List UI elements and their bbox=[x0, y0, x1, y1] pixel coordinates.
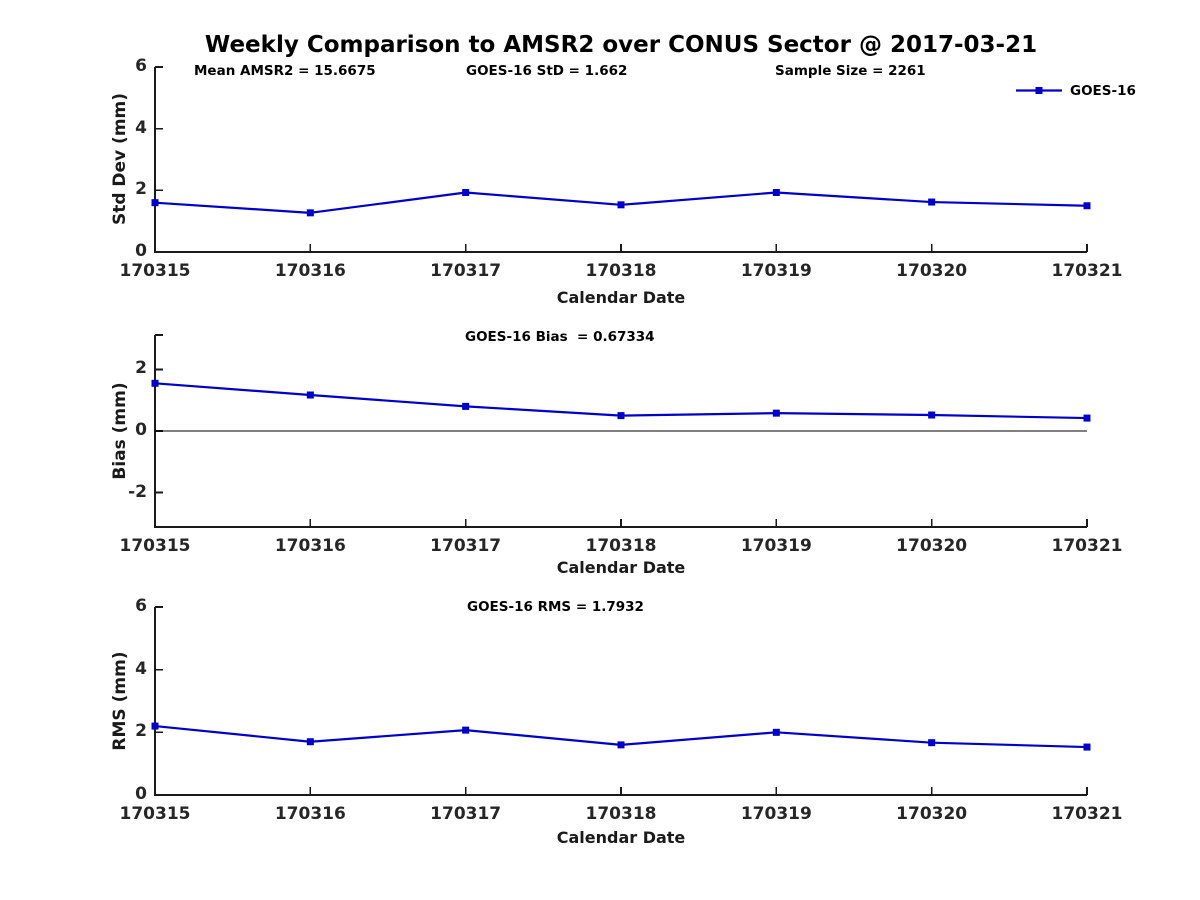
legend: GOES-16 bbox=[1016, 82, 1166, 100]
x-axis-label-calendar-date-2: Calendar Date bbox=[556, 828, 686, 847]
y-axis-label-std-dev: Std Dev (mm) bbox=[110, 92, 130, 226]
annotation-mean-amsr2: Mean AMSR2 = 15.6675 bbox=[194, 63, 376, 79]
x-tick-label: 170319 bbox=[740, 261, 812, 281]
y-tick-label: 4 bbox=[135, 658, 147, 679]
data-point-marker bbox=[772, 188, 780, 196]
rms-plot bbox=[151, 606, 1091, 796]
y-axis-label-rms: RMS (mm) bbox=[110, 651, 130, 751]
data-point-marker bbox=[772, 409, 780, 417]
x-tick-label: 170318 bbox=[585, 804, 657, 824]
annotation-sample-size: Sample Size = 2261 bbox=[775, 63, 926, 79]
bias-plot bbox=[151, 334, 1091, 528]
axis-spines bbox=[154, 67, 1087, 253]
x-axis-label-calendar-date-0: Calendar Date bbox=[556, 288, 686, 307]
y-tick-label: 0 bbox=[135, 784, 147, 804]
x-axis-label-calendar-date-1: Calendar Date bbox=[556, 558, 686, 577]
legend-label: GOES-16 bbox=[1070, 83, 1136, 99]
x-tick-label: 170315 bbox=[119, 536, 191, 556]
data-point-marker bbox=[1083, 743, 1091, 751]
x-tick-label: 170317 bbox=[430, 261, 502, 281]
x-tick-label: 170318 bbox=[585, 261, 657, 281]
data-point-marker bbox=[306, 738, 314, 746]
x-tick-label: 170321 bbox=[1051, 261, 1123, 281]
legend-line-marker-icon bbox=[1016, 87, 1062, 94]
data-point-marker bbox=[151, 722, 159, 730]
y-tick-label: 2 bbox=[135, 721, 147, 742]
figure-title: Weekly Comparison to AMSR2 over CONUS Se… bbox=[204, 32, 1038, 58]
y-tick-label: 6 bbox=[135, 596, 147, 616]
data-point-marker bbox=[928, 411, 936, 419]
rms-panel-title: GOES-16 RMS = 1.7932 bbox=[467, 599, 644, 615]
data-point-marker bbox=[151, 379, 159, 387]
x-tick-label: 170319 bbox=[740, 804, 812, 824]
data-point-marker bbox=[928, 739, 936, 747]
data-point-marker bbox=[928, 198, 936, 206]
x-tick-label: 170319 bbox=[740, 536, 812, 556]
x-tick-label: 170316 bbox=[274, 804, 346, 824]
x-tick-label: 170316 bbox=[274, 536, 346, 556]
annotation-goes16-std: GOES-16 StD = 1.662 bbox=[466, 63, 628, 79]
data-point-marker bbox=[306, 391, 314, 399]
y-tick-label: 2 bbox=[135, 179, 147, 200]
bias-panel-title: GOES-16 Bias = 0.67334 bbox=[465, 329, 655, 345]
x-tick-label: 170320 bbox=[896, 261, 968, 281]
y-tick-label: -2 bbox=[128, 481, 147, 502]
data-point-marker bbox=[151, 199, 159, 207]
data-point-marker bbox=[617, 201, 625, 209]
x-tick-label: 170320 bbox=[896, 804, 968, 824]
x-tick-label: 170321 bbox=[1051, 804, 1123, 824]
y-tick-label: 0 bbox=[135, 420, 147, 440]
x-tick-label: 170315 bbox=[119, 261, 191, 281]
data-point-marker bbox=[1083, 202, 1091, 210]
x-tick-label: 170318 bbox=[585, 536, 657, 556]
x-tick-label: 170317 bbox=[430, 536, 502, 556]
data-point-marker bbox=[462, 402, 470, 410]
data-point-marker bbox=[462, 726, 470, 734]
std-dev-plot bbox=[151, 66, 1091, 253]
x-tick-label: 170321 bbox=[1051, 536, 1123, 556]
x-tick-label: 170316 bbox=[274, 261, 346, 281]
data-point-marker bbox=[462, 188, 470, 196]
data-point-marker bbox=[1083, 414, 1091, 422]
y-tick-label: 4 bbox=[135, 117, 147, 138]
data-point-marker bbox=[617, 741, 625, 749]
y-tick-label: 2 bbox=[135, 358, 147, 379]
y-tick-label: 6 bbox=[135, 56, 147, 76]
data-point-marker bbox=[306, 209, 314, 217]
x-tick-label: 170317 bbox=[430, 804, 502, 824]
data-point-marker bbox=[617, 412, 625, 420]
x-tick-label: 170320 bbox=[896, 536, 968, 556]
x-tick-label: 170315 bbox=[119, 804, 191, 824]
data-point-marker bbox=[772, 728, 780, 736]
y-tick-label: 0 bbox=[135, 241, 147, 261]
axis-spines bbox=[154, 607, 1087, 796]
